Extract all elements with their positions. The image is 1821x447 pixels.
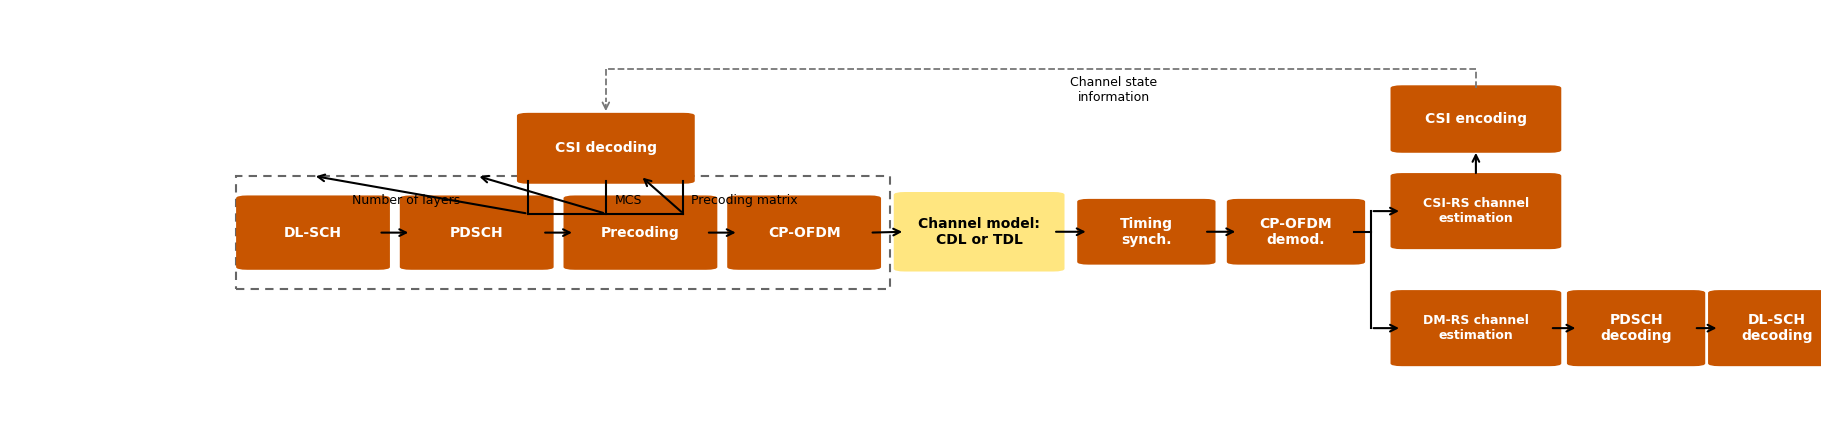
Text: DL-SCH
decoding: DL-SCH decoding <box>1741 313 1814 343</box>
Text: PDSCH
decoding: PDSCH decoding <box>1601 313 1672 343</box>
Text: CSI encoding: CSI encoding <box>1424 112 1526 126</box>
Text: CSI-RS channel
estimation: CSI-RS channel estimation <box>1422 197 1530 225</box>
FancyBboxPatch shape <box>1391 290 1561 366</box>
FancyBboxPatch shape <box>1566 290 1704 366</box>
Text: PDSCH: PDSCH <box>450 226 504 240</box>
FancyBboxPatch shape <box>1391 173 1561 249</box>
FancyBboxPatch shape <box>1708 290 1821 366</box>
FancyBboxPatch shape <box>1227 199 1366 265</box>
Text: CSI decoding: CSI decoding <box>555 141 657 155</box>
FancyBboxPatch shape <box>401 195 554 270</box>
Bar <box>237 176 889 289</box>
Text: CP-OFDM: CP-OFDM <box>768 226 841 240</box>
Text: Precoding: Precoding <box>601 226 679 240</box>
FancyBboxPatch shape <box>727 195 881 270</box>
FancyBboxPatch shape <box>894 192 1065 271</box>
Text: Number of layers: Number of layers <box>351 194 461 207</box>
FancyBboxPatch shape <box>237 195 390 270</box>
Text: DM-RS channel
estimation: DM-RS channel estimation <box>1422 314 1530 342</box>
Text: Channel model:
CDL or TDL: Channel model: CDL or TDL <box>918 217 1040 247</box>
Text: DL-SCH: DL-SCH <box>284 226 342 240</box>
Text: Precoding matrix: Precoding matrix <box>690 194 798 207</box>
FancyBboxPatch shape <box>1391 85 1561 153</box>
Text: CP-OFDM
demod.: CP-OFDM demod. <box>1260 217 1333 247</box>
Text: Channel state
information: Channel state information <box>1071 76 1158 104</box>
Text: Timing
synch.: Timing synch. <box>1120 217 1173 247</box>
FancyBboxPatch shape <box>563 195 717 270</box>
FancyBboxPatch shape <box>1078 199 1216 265</box>
FancyBboxPatch shape <box>517 113 696 184</box>
Text: MCS: MCS <box>614 194 641 207</box>
